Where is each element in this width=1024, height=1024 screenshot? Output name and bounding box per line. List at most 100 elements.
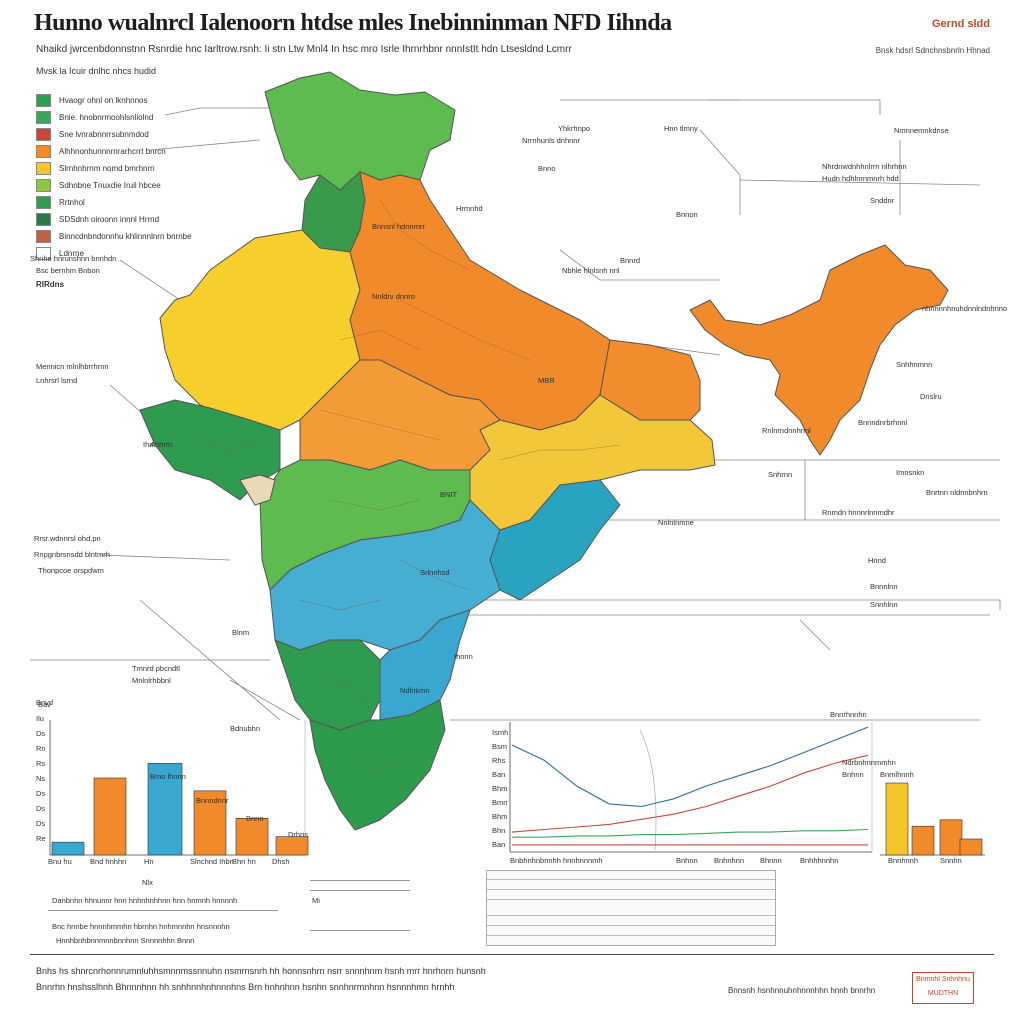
bar-caption: Hnnhbnhbnnmnnbnnhnn Snnnnhhn Bnnn <box>56 936 195 945</box>
leader-lines <box>30 99 1001 721</box>
bar-x-label: Hn <box>144 857 154 866</box>
bar <box>93 777 127 856</box>
legend-label: Slrnhnhrnm nomd bmrhnrn <box>59 164 155 173</box>
bar-value-label: Bnnndnnr <box>196 796 229 805</box>
bar-y-tick: Ds <box>36 819 46 828</box>
bar-x-label: Slnchnd Ihbn <box>190 857 234 866</box>
left-label: RIRdns <box>36 280 64 289</box>
notes-box <box>486 870 776 946</box>
legend-item: Binncdnbndonnhu khlinnnlnrn bnrnbe <box>36 228 192 245</box>
line-series <box>511 726 869 808</box>
bar-y-tick: Rn <box>36 744 46 753</box>
legend-swatch <box>36 179 51 192</box>
bar-y-tick: Ns <box>36 774 46 783</box>
bar-x-label: Dhsh <box>272 857 290 866</box>
right-label: Nmnnemnkdnse <box>894 126 949 135</box>
bar-y-tick: Ds <box>36 729 46 738</box>
notes-line <box>487 915 775 916</box>
caption-divider <box>310 890 410 891</box>
map-label: Blnm <box>232 628 250 637</box>
right-label: Bnrtnn nldnnbnhrn <box>926 488 988 497</box>
bar-chart-xlabel: Nlx <box>142 878 153 887</box>
legend-label: Bnie. hnobnrmoohlsnliolnd <box>59 113 154 122</box>
region-karnataka <box>274 639 381 731</box>
line-chart-top-label: Bnnrhnnhn <box>830 710 867 719</box>
footer-text: Bnnrhn hnshsslhnh Bhnnnhnn hh snhhnnhnhn… <box>36 982 455 992</box>
line-series-label: Ndrbnhnnmmhn <box>842 758 896 767</box>
bar-y-tick: Ds <box>36 804 46 813</box>
small-bar <box>885 782 909 856</box>
corner-title: Gernd sldd <box>931 18 990 30</box>
footer-credit: Bnnsnh hsnhnnuhnhnnnhhn hnnh bnnrhn <box>728 986 876 995</box>
right-label: nhnnnnhnuhdnnlndnhnno <box>922 304 1008 313</box>
small-bar-label: Bnnhnnh <box>888 856 919 865</box>
map-label: Ndlnkmn <box>400 686 430 695</box>
district-lines <box>199 199 621 771</box>
line-chart-series <box>511 726 869 846</box>
small-bar-label: Snnhn <box>940 856 962 865</box>
legend-label: Sne lvnrabnnrrsubnmdod <box>59 130 149 139</box>
map-label: Bnnsnl hdnnmrr <box>372 222 425 231</box>
line-y-tick: Bsm <box>492 742 507 751</box>
region-ap-south <box>379 609 471 721</box>
line-series <box>511 754 869 833</box>
legend-label: Sdhnbne Tnuxdie Iruil hbcee <box>59 181 161 190</box>
legend-item: Bnie. hnobnrmoohlsnliolnd <box>36 109 192 126</box>
right-label: Bnnon <box>676 210 698 219</box>
legend-label: Ldnrne <box>59 249 84 258</box>
map-label: Ahhrm <box>150 440 173 449</box>
footer-divider <box>30 954 994 955</box>
legend-swatch <box>36 94 51 107</box>
bar-x-label: Bnu hu <box>48 857 72 866</box>
footer-text: Bnhs hs shnrcnrhonnrumnluhhsmnnmssnnuhn … <box>36 966 486 976</box>
publisher-logo: Bnmnhl Snhnhnu MUDTHN <box>912 972 974 1004</box>
right-label: Imnsnkn <box>896 468 925 477</box>
legend-item: SDSdnh oiroonn innnl Hrrnd <box>36 211 192 228</box>
map-legend: Hvaogr ohnl on lknhnnos Bnie. hnobnrmooh… <box>36 92 192 262</box>
line-y-tick: Bmn <box>492 798 508 807</box>
bar-y-tick: Rs <box>36 759 46 768</box>
page-subtitle-secondary: Mvsk la Icuir dnlhc nhcs hudid <box>36 66 157 76</box>
legend-item: Ldnrne <box>36 245 192 262</box>
small-bar-title: Bnmlhnnh <box>880 770 914 779</box>
legend-label: Binncdnbndonnhu khlinnnlnrn bnrnbe <box>59 232 192 241</box>
bar-y-tick: Ilu <box>36 714 44 723</box>
bar <box>235 818 269 856</box>
notes-line <box>487 879 775 880</box>
line-series <box>512 828 869 838</box>
line-series-label: Bnhnn <box>842 770 864 779</box>
line-chart-xlabel: Bnbhnhnbnnhh hnnhnnnmh <box>510 856 603 865</box>
caption-divider <box>48 910 278 911</box>
bar-x-label: Bnd hnhhn <box>90 857 127 866</box>
legend-swatch <box>36 111 51 124</box>
corner-subtitle: Bnsk hdsrl Sdnchnsbnrln Hhnad <box>875 46 990 55</box>
map-label: Srlnnhsd <box>420 568 450 577</box>
map-label: Nnldrv dnnro <box>372 292 415 301</box>
bar-caption: Danbnhn hhnunnr hnn hnhnhnhhnn hnn hnmnh… <box>52 896 238 905</box>
small-bar <box>911 825 935 856</box>
line-chart-xlabel: Bnhnhnn <box>714 856 745 865</box>
legend-label: Hvaogr ohnl on lknhnnos <box>59 96 148 105</box>
legend-swatch <box>36 145 51 158</box>
notes-line <box>487 899 775 900</box>
right-label: Snhrnn <box>768 470 793 479</box>
line-y-tick: Bhn <box>492 826 506 835</box>
bar-value-label: Bnnn <box>246 814 264 823</box>
northeast-region <box>689 244 949 456</box>
bar-caption: Bnc hnnbe hnnnhmmhn hbrnhn hnhmnnhn hnsn… <box>52 922 230 931</box>
legend-label: SDSdnh oiroonn innnl Hrrnd <box>59 215 160 224</box>
bar-value-label: Bmo lhnnn <box>150 772 186 781</box>
right-label: Snhhnmnn <box>896 360 933 369</box>
line-y-tick: Bhm <box>492 812 508 821</box>
region-northeast <box>689 244 949 456</box>
right-label: Nnlnlnmne <box>658 518 694 527</box>
notes-line <box>487 889 775 890</box>
bar-chart-bars <box>51 763 309 856</box>
legend-swatch <box>36 128 51 141</box>
bar-y-tick: Re <box>36 834 46 843</box>
bar <box>147 763 183 856</box>
left-label: Rnpgnbrsnsdd blntmrh <box>34 550 110 559</box>
